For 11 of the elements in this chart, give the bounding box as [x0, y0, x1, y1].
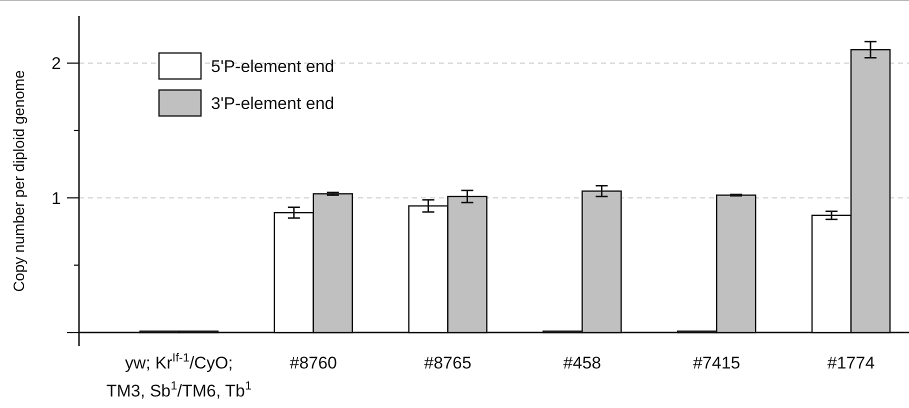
legend-label: 5'P-element end: [211, 56, 334, 76]
y-tick-label: 1: [52, 188, 61, 208]
x-tick-label: #458: [563, 354, 602, 373]
y-tick-label: 2: [52, 54, 61, 74]
x-tick-label: #8765: [424, 354, 472, 373]
category-label: yw; Kr$^{If-1}$/CyO; TM3, Sb$^{1}$/TM6, Tb$^{1}$: [106, 350, 252, 401]
x-tick-label: #7415: [692, 354, 740, 373]
legend-label: 3'P-element end: [211, 94, 334, 113]
x-tick-label: #1774: [827, 354, 875, 373]
y-axis-title: Copy number per diploid genome: [11, 70, 28, 292]
x-tick-label: #8760: [290, 354, 338, 373]
